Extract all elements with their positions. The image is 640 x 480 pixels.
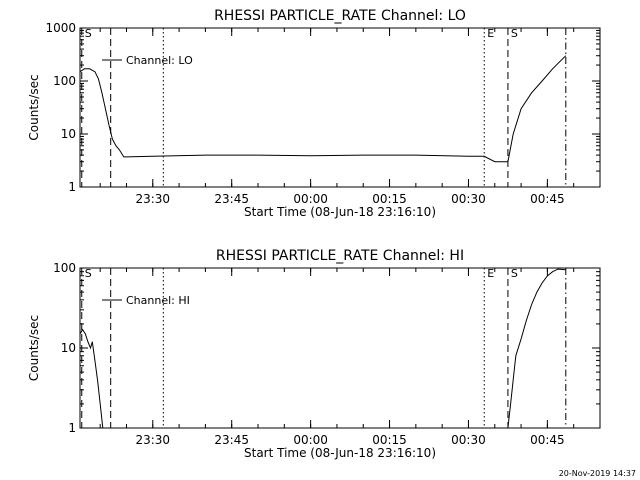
lo-channel-panel: RHESSI PARTICLE_RATE Channel: LO 1 10 100 10… [27, 8, 601, 219]
y-tick-label: 10 [61, 341, 76, 355]
y-tick-label: 100 [53, 261, 76, 275]
y-tick-label: 100 [53, 74, 76, 88]
event-marker-label: E [487, 267, 494, 280]
event-marker-label: S [511, 27, 518, 40]
x-tick-label: 00:00 [293, 192, 328, 206]
x-tick-label: 00:15 [372, 192, 407, 206]
x-tick-label: 00:45 [530, 192, 565, 206]
x-tick-label: 00:15 [372, 433, 407, 447]
x-tick-label: 23:30 [135, 433, 170, 447]
plot-frame [79, 27, 601, 188]
event-marker-label: S [85, 27, 92, 40]
hi-channel-panel: RHESSI PARTICLE_RATE Channel: HI 1 10 100 23… [27, 248, 601, 460]
y-axis-label: Counts/sec [27, 74, 41, 140]
x-tick-label: 23:45 [214, 433, 249, 447]
chart-title: RHESSI PARTICLE_RATE Channel: HI [216, 248, 464, 264]
event-marker-label: E [487, 27, 494, 40]
x-axis-label: Start Time (08-Jun-18 23:16:10) [244, 205, 436, 219]
chart-title: RHESSI PARTICLE_RATE Channel: LO [214, 8, 466, 24]
y-tick-label: 1 [68, 421, 76, 435]
x-tick-label: 23:45 [214, 192, 249, 206]
series-line [80, 55, 567, 163]
event-marker-label: S [85, 267, 92, 280]
event-marker-label: S [511, 267, 518, 280]
legend-label: Channel: HI [126, 294, 190, 307]
y-tick-label: 1000 [45, 21, 76, 35]
y-tick-label: 10 [61, 127, 76, 141]
x-axis-label: Start Time (08-Jun-18 23:16:10) [244, 446, 436, 460]
x-tick-label: 00:30 [451, 192, 486, 206]
footer-timestamp: 20-Nov-2019 14:37 [559, 469, 636, 478]
legend-label: Channel: LO [126, 54, 193, 67]
x-tick-label: 00:30 [451, 433, 486, 447]
series-line [80, 268, 566, 428]
x-tick-label: 23:30 [135, 192, 170, 206]
plot-frame [79, 267, 601, 429]
y-axis-label: Counts/sec [27, 315, 41, 381]
y-tick-label: 1 [68, 180, 76, 194]
x-tick-label: 00:00 [293, 433, 328, 447]
x-tick-label: 00:45 [530, 433, 565, 447]
